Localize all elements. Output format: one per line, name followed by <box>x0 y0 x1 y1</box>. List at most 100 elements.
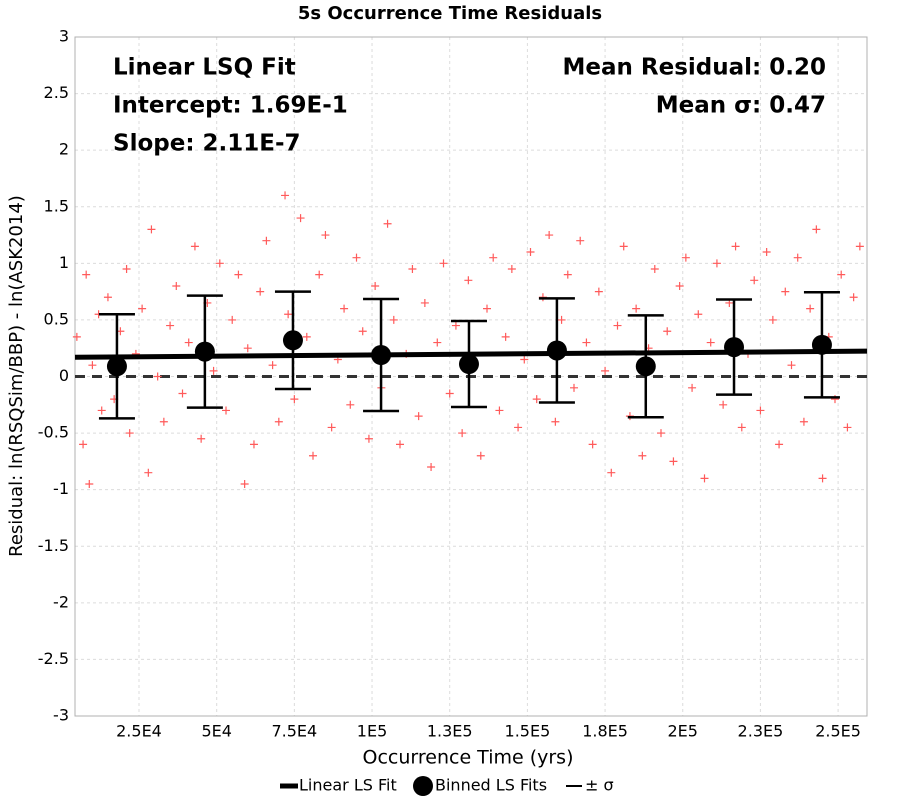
scatter-point <box>775 440 784 449</box>
scatter-point <box>669 457 678 466</box>
binned-point <box>635 356 656 377</box>
scatter-point <box>364 434 373 443</box>
scatter-point <box>843 423 852 432</box>
scatter-point <box>501 332 510 341</box>
scatter-point <box>489 253 498 262</box>
scatter-point <box>663 327 672 336</box>
scatter-point <box>414 412 423 421</box>
scatter-point <box>309 451 318 460</box>
binned-point <box>282 330 303 351</box>
binned-point <box>371 344 392 365</box>
scatter-point <box>439 259 448 268</box>
scatter-point <box>222 406 231 415</box>
scatter-point <box>153 372 162 381</box>
scatter-point <box>352 253 361 262</box>
scatter-point <box>818 474 827 483</box>
scatter-point <box>781 287 790 296</box>
scatter-point <box>712 259 721 268</box>
scatter-point <box>737 423 746 432</box>
scatter-point <box>507 264 516 273</box>
scatter-point <box>340 304 349 313</box>
scatter-point <box>632 304 641 313</box>
scatter-point <box>396 440 405 449</box>
annotation: Intercept: 1.69E-1 <box>113 93 348 119</box>
y-axis-title: Residual: ln(RSQSim/BBP) - ln(ASK2014) <box>6 195 27 557</box>
scatter-point <box>650 264 659 273</box>
chart-title: 5s Occurrence Time Residuals <box>298 3 602 24</box>
scatter-point <box>274 417 283 426</box>
y-tick-label: 1 <box>59 253 69 272</box>
scatter-point <box>582 338 591 347</box>
scatter-point <box>520 355 529 364</box>
scatter-point <box>638 451 647 460</box>
scatter-point <box>147 225 156 234</box>
y-tick-label: -1 <box>53 479 69 498</box>
scatter-point <box>619 242 628 251</box>
scatter-point <box>408 264 417 273</box>
y-tick-label: 3 <box>59 27 69 46</box>
scatter-point <box>159 417 168 426</box>
scatter-point <box>750 276 759 285</box>
x-axis-title: Occurrence Time (yrs) <box>363 747 574 769</box>
scatter-point <box>122 264 131 273</box>
scatter-point <box>601 366 610 375</box>
scatter-point <box>688 383 697 392</box>
y-tick-label: 2 <box>59 140 69 159</box>
scatter-point <box>262 236 271 245</box>
scatter-point <box>557 315 566 324</box>
legend-label: ± σ <box>585 776 614 795</box>
scatter-point <box>532 395 541 404</box>
scatter-point <box>607 468 616 477</box>
annotation: Mean Residual: 0.20 <box>563 55 826 81</box>
scatter-point <box>82 270 91 279</box>
scatter-point <box>594 287 603 296</box>
scatter-point <box>563 270 572 279</box>
binned-point <box>811 334 832 355</box>
scatter-point <box>268 361 277 370</box>
x-tick-label: 1.3E5 <box>427 722 473 741</box>
x-tick-label: 1E5 <box>357 722 387 741</box>
scatter-point <box>576 236 585 245</box>
scatter-point <box>79 440 88 449</box>
scatter-point <box>514 423 523 432</box>
y-tick-label: -3 <box>53 706 69 725</box>
scatter-point <box>787 361 796 370</box>
x-tick-label: 2.5E5 <box>815 722 861 741</box>
scatter-point <box>793 253 802 262</box>
scatter-point <box>427 463 436 472</box>
scatter-point <box>768 315 777 324</box>
legend-label: Linear LS Fit <box>299 776 397 795</box>
scatter-point <box>103 293 112 302</box>
x-tick-label: 1.5E5 <box>505 722 551 741</box>
y-tick-label: 0 <box>59 366 69 385</box>
scatter-point <box>420 298 429 307</box>
scatter-point <box>281 191 290 200</box>
scatter-point <box>613 321 622 330</box>
scatter-point <box>570 383 578 392</box>
y-tick-label: -2 <box>53 592 69 611</box>
scatter-point <box>719 400 728 409</box>
scatter-point <box>228 315 237 324</box>
legend-label: Binned LS Fits <box>435 776 547 795</box>
scatter-point <box>234 270 243 279</box>
scatter-point <box>243 344 252 353</box>
scatter-point <box>138 304 147 313</box>
scatter-point <box>256 287 265 296</box>
scatter-point <box>184 338 193 347</box>
annotation: Mean σ: 0.47 <box>656 93 826 119</box>
scatter-point <box>97 406 106 415</box>
legend-swatch <box>413 776 433 796</box>
annotation: Linear LSQ Fit <box>113 55 296 81</box>
binned-point <box>106 356 127 377</box>
scatter-point <box>445 389 454 398</box>
scatter-point <box>166 321 175 330</box>
scatter-point <box>315 270 324 279</box>
scatter-point <box>371 281 380 290</box>
scatter-point <box>551 417 560 426</box>
y-tick-label: -2.5 <box>38 649 69 668</box>
scatter-point <box>483 304 492 313</box>
scatter-point <box>215 259 224 268</box>
scatter-point <box>762 248 771 257</box>
scatter-point <box>675 281 684 290</box>
